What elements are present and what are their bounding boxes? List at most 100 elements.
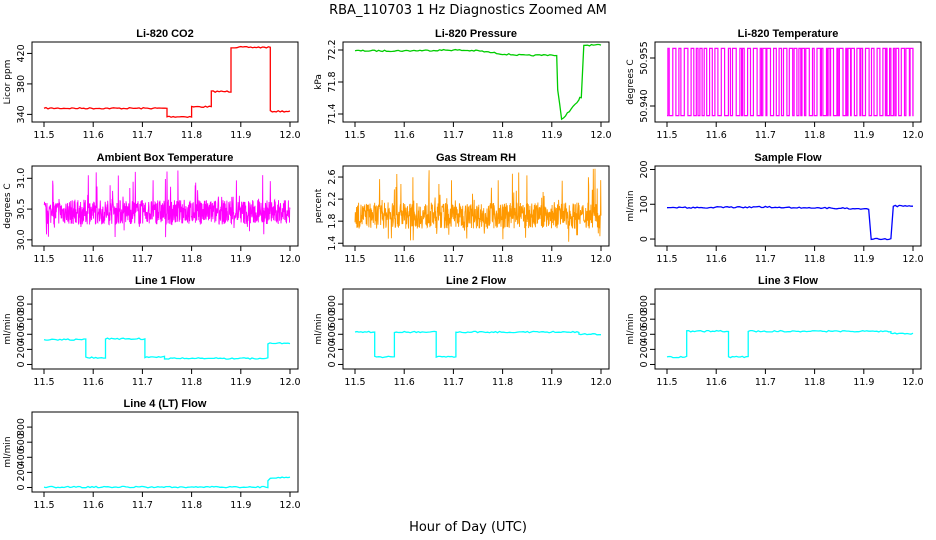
x-tick-label: 11.7 <box>443 254 464 265</box>
y-axis-label: kPa <box>314 74 324 90</box>
y-tick-label: 50.940 <box>639 89 650 122</box>
y-axis: 1.4 1.8 2.2 2.6 <box>327 169 343 251</box>
x-tick-label: 12.0 <box>279 377 300 388</box>
x-tick-label: 11.8 <box>181 130 202 141</box>
chart-panel-6: Sample Flow 11.5 11.6 11.7 11.8 11.9 12.0 0 100 2… <box>626 152 924 265</box>
y-tick-label: 200 <box>639 340 650 358</box>
x-tick-label: 12.0 <box>902 254 923 265</box>
x-axis: 11.5 11.6 11.7 11.8 11.9 12.0 <box>344 369 612 388</box>
x-tick-label: 11.7 <box>755 254 776 265</box>
x-tick-label: 11.8 <box>181 254 202 265</box>
y-tick-label: 400 <box>327 325 338 343</box>
chart-panel-10: Line 4 (LT) Flow 11.5 11.6 11.7 11.8 11.9 12.0… <box>3 398 301 511</box>
x-tick-label: 12.0 <box>902 377 923 388</box>
x-tick-label: 11.5 <box>656 377 677 388</box>
x-tick-label: 12.0 <box>590 254 611 265</box>
x-tick-label: 11.6 <box>706 377 727 388</box>
series-line <box>354 168 602 242</box>
plot-frame <box>31 411 299 493</box>
x-tick-label: 11.9 <box>853 254 874 265</box>
x-tick-label: 11.8 <box>804 130 825 141</box>
x-tick-label: 12.0 <box>902 130 923 141</box>
x-tick-label: 11.7 <box>132 377 153 388</box>
x-tick-label: 11.8 <box>492 130 513 141</box>
chart-title: Li-820 Pressure <box>435 28 517 40</box>
x-tick-label: 11.6 <box>394 377 415 388</box>
chart-panel-8: Line 2 Flow 11.5 11.6 11.7 11.8 11.9 12.0 0 2004… <box>314 275 612 388</box>
x-tick-label: 11.6 <box>83 254 104 265</box>
series-line <box>667 47 914 117</box>
x-tick-label: 11.5 <box>344 254 365 265</box>
y-tick-label: 2.2 <box>327 192 338 207</box>
chart-panels: Li-820 CO2 11.5 11.6 11.7 11.8 11.9 12.0 340 380… <box>3 28 924 511</box>
x-tick-label: 11.9 <box>541 254 562 265</box>
y-tick-label: 2.6 <box>327 169 338 184</box>
y-tick-label: 400 <box>16 448 27 466</box>
x-tick-label: 12.0 <box>279 500 300 511</box>
y-axis: 71.4 71.8 72.2 <box>327 39 343 125</box>
y-axis-label: ml/min <box>3 313 13 344</box>
x-tick-label: 11.8 <box>181 500 202 511</box>
y-tick-label: 420 <box>16 44 27 62</box>
x-axis: 11.5 11.6 11.7 11.8 11.9 12.0 <box>344 122 612 141</box>
y-tick-label: 31.0 <box>16 168 27 189</box>
x-tick-label: 11.7 <box>755 130 776 141</box>
y-tick-label: 340 <box>16 105 27 123</box>
chart-title: Ambient Box Temperature <box>97 152 234 164</box>
chart-title: Line 1 Flow <box>135 275 195 287</box>
x-tick-label: 11.5 <box>344 130 365 141</box>
plot-frame <box>342 165 610 247</box>
plot-frame <box>31 41 299 123</box>
x-tick-label: 11.5 <box>33 130 54 141</box>
x-tick-label: 12.0 <box>279 130 300 141</box>
x-axis: 11.5 11.6 11.7 11.8 11.9 12.0 <box>33 122 301 141</box>
x-axis: 11.5 11.6 11.7 11.8 11.9 12.0 <box>33 369 301 388</box>
y-tick-label: 600 <box>16 433 27 451</box>
y-axis-label: ml/min <box>314 313 324 344</box>
series-line <box>43 45 291 118</box>
y-axis-label: percent <box>314 188 324 223</box>
y-tick-label: 800 <box>639 295 650 313</box>
y-tick-label: 800 <box>327 295 338 313</box>
y-tick-label: 0 <box>639 361 650 367</box>
x-axis: 11.5 11.6 11.7 11.8 11.9 12.0 <box>33 246 301 265</box>
plot-frame <box>31 165 299 247</box>
y-tick-label: 1.8 <box>327 214 338 229</box>
x-tick-label: 11.5 <box>33 377 54 388</box>
x-tick-label: 11.9 <box>230 500 251 511</box>
x-tick-label: 11.9 <box>230 130 251 141</box>
y-tick-label: 380 <box>16 75 27 93</box>
x-axis: 11.5 11.6 11.7 11.8 11.9 12.0 <box>656 369 924 388</box>
chart-panel-1: Li-820 CO2 11.5 11.6 11.7 11.8 11.9 12.0 340 380… <box>3 28 301 141</box>
x-tick-label: 11.8 <box>181 377 202 388</box>
y-tick-label: 200 <box>16 463 27 481</box>
x-tick-label: 11.7 <box>132 500 153 511</box>
x-tick-label: 11.8 <box>804 254 825 265</box>
x-tick-label: 11.6 <box>83 377 104 388</box>
x-tick-label: 11.6 <box>83 130 104 141</box>
y-axis-label: ml/min <box>3 436 13 467</box>
figure-title: RBA_110703 1 Hz Diagnostics Zoomed AM <box>329 3 607 18</box>
x-tick-label: 11.5 <box>33 500 54 511</box>
y-tick-label: 600 <box>639 310 650 328</box>
x-axis: 11.5 11.6 11.7 11.8 11.9 12.0 <box>656 246 924 265</box>
x-tick-label: 12.0 <box>590 377 611 388</box>
chart-title: Sample Flow <box>754 152 822 164</box>
chart-title: Li-820 CO2 <box>136 28 193 40</box>
x-tick-label: 11.6 <box>394 130 415 141</box>
y-axis-label: ml/min <box>626 190 636 221</box>
chart-panel-7: Line 1 Flow 11.5 11.6 11.7 11.8 11.9 12.0 0 2004… <box>3 275 301 388</box>
plot-frame <box>654 41 922 123</box>
series-line <box>43 170 291 238</box>
chart-panel-3: Li-820 Temperature 11.5 11.6 11.7 11.8 11.9 12… <box>626 28 924 141</box>
x-tick-label: 11.7 <box>132 130 153 141</box>
plot-frame <box>654 165 922 247</box>
y-axis: 30.0 30.5 31.0 <box>16 168 32 250</box>
x-axis: 11.5 11.6 11.7 11.8 11.9 12.0 <box>656 122 924 141</box>
series-line <box>666 329 914 359</box>
